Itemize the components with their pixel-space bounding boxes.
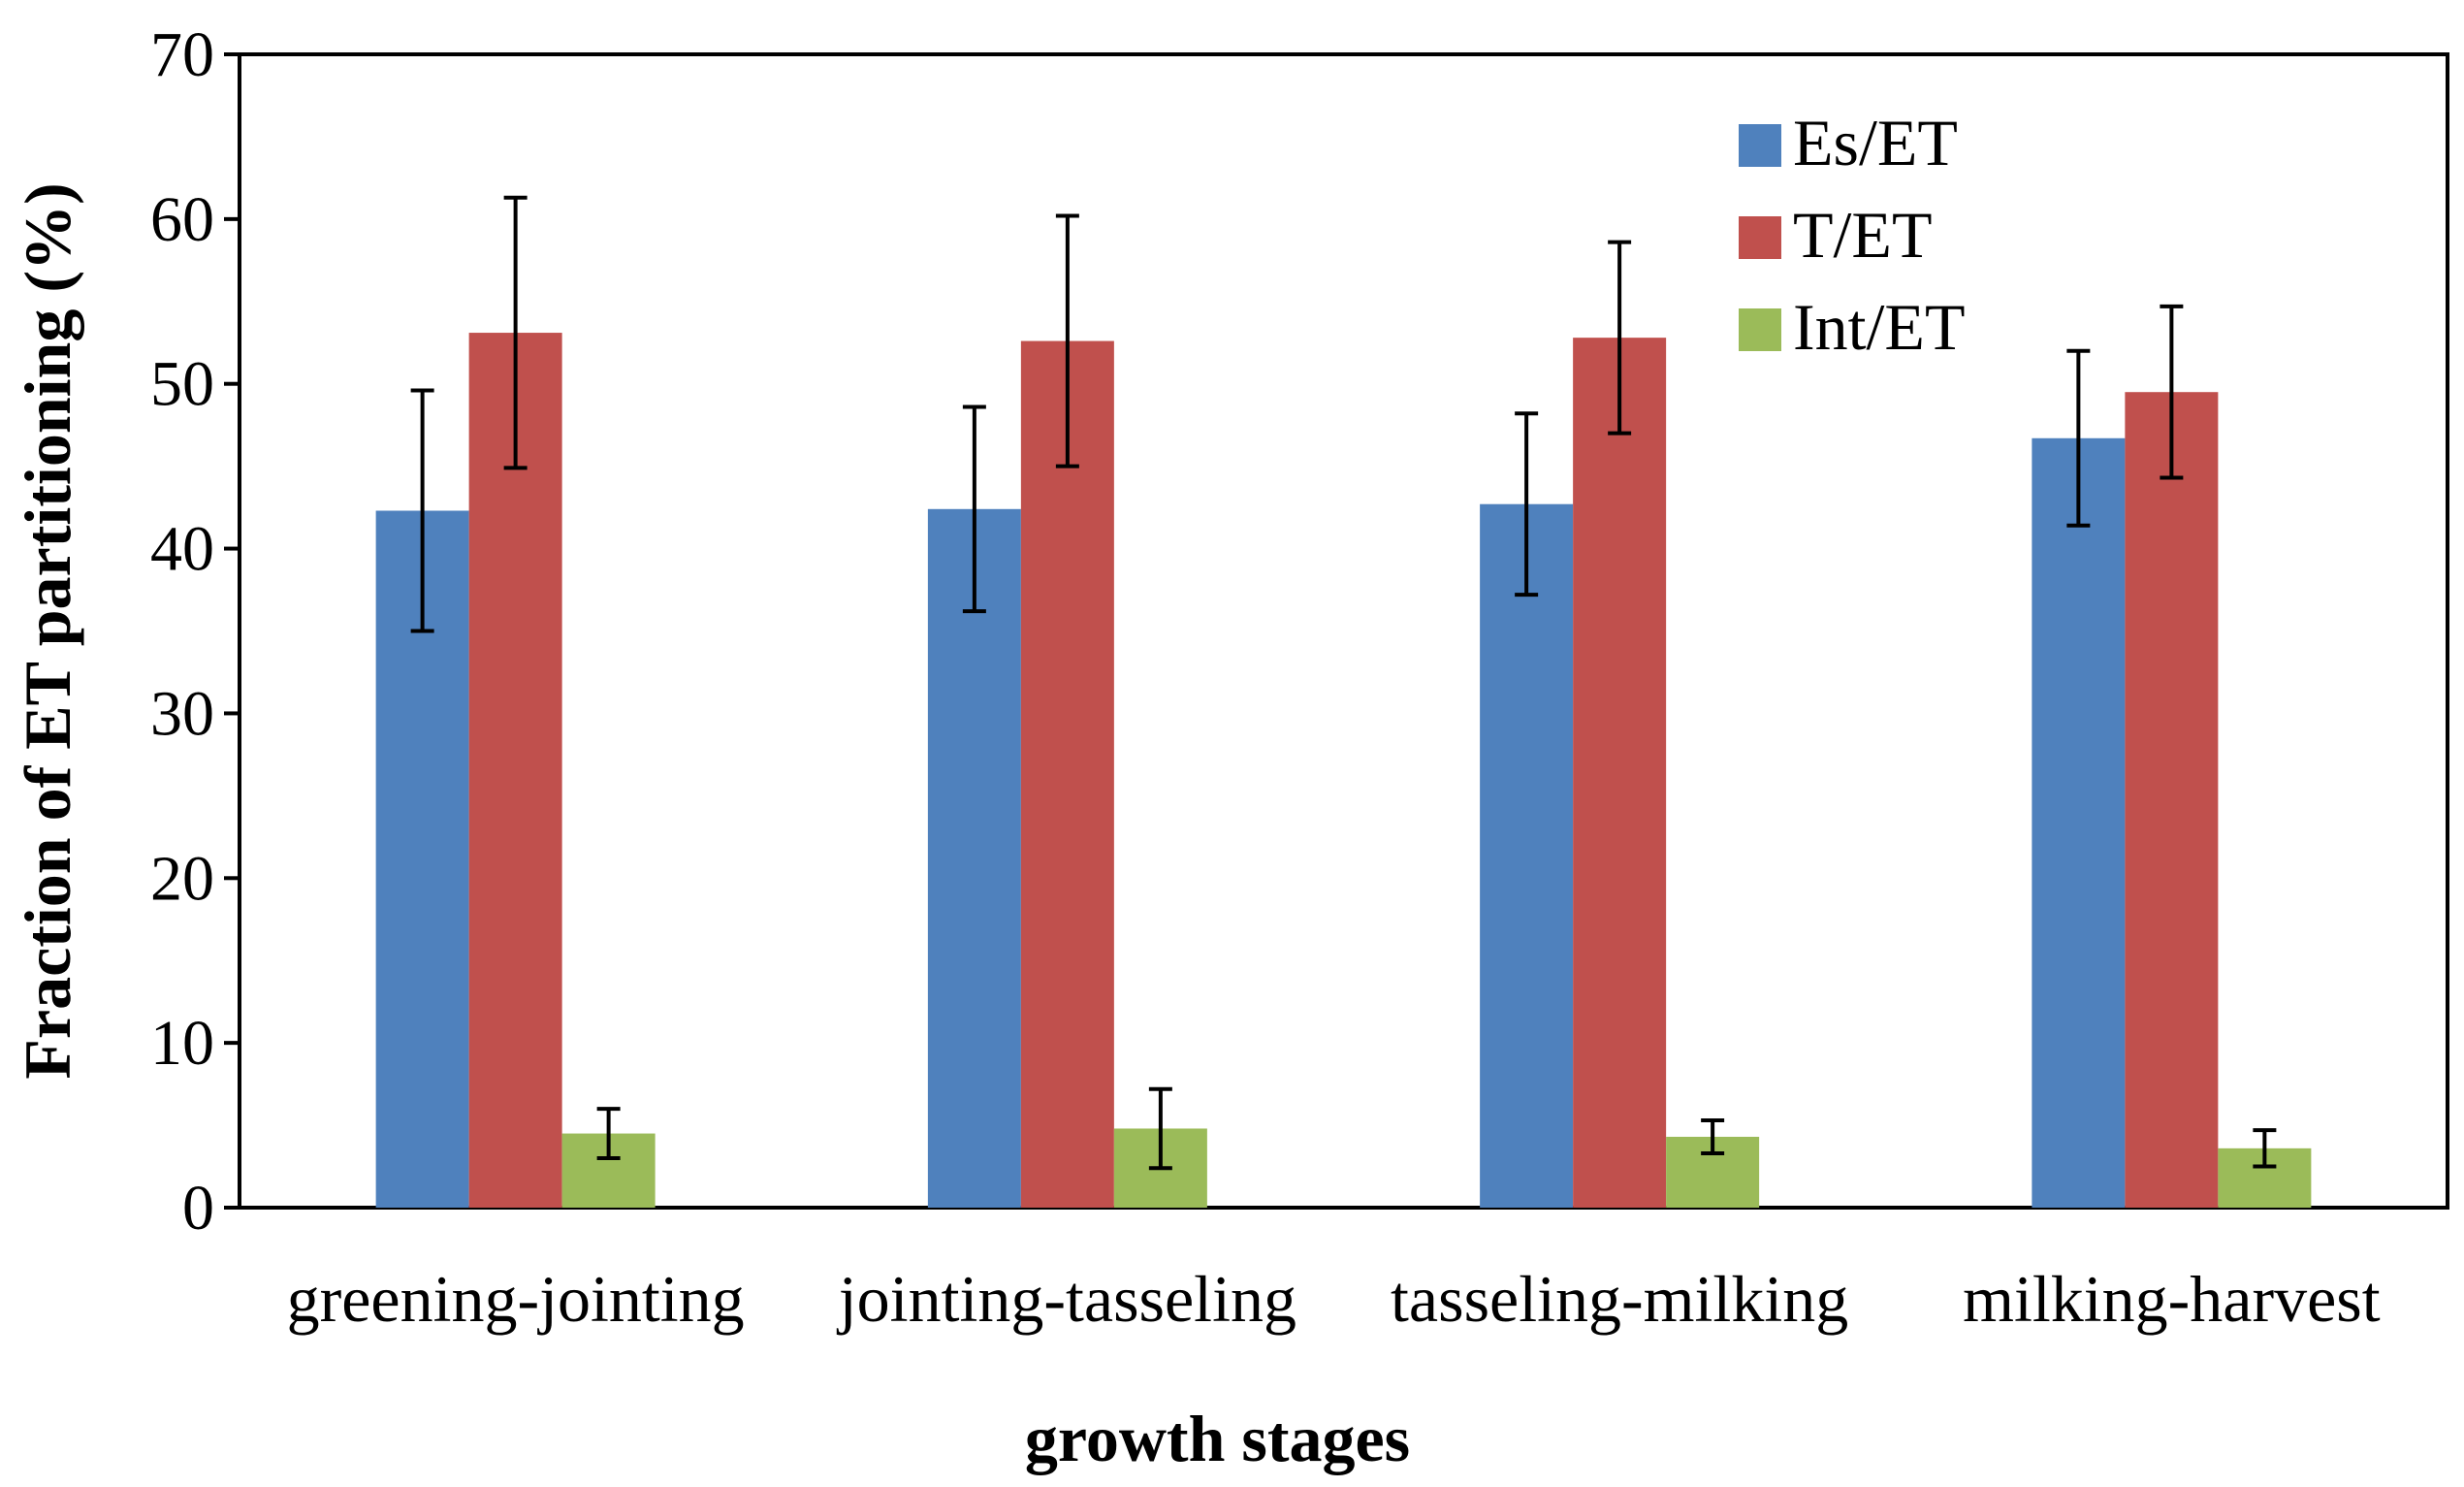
bar-t-et-2 (1020, 340, 1114, 1209)
bar-t-et-4 (2125, 392, 2219, 1208)
x-category-label: jointing-tasseling (837, 1262, 1296, 1336)
legend-swatch (1739, 308, 1781, 351)
bar-t-et-3 (1573, 338, 1667, 1208)
legend: Es/ET T/ET Int/ET (1739, 106, 1966, 364)
bar-es-et-4 (2032, 437, 2126, 1208)
y-tick-label: 10 (150, 1008, 214, 1079)
x-category-label: milking-harvest (1963, 1262, 2381, 1336)
y-tick-label: 20 (150, 843, 214, 914)
legend-label: Int/ET (1793, 290, 1966, 364)
y-tick-label: 70 (150, 19, 214, 90)
y-axis-ticks: 0 10 20 30 40 50 60 70 (150, 19, 240, 1244)
x-axis-title: growth stages (1025, 1402, 1410, 1475)
y-tick-label: 30 (150, 678, 214, 749)
x-category-label: tasseling-milking (1391, 1262, 1848, 1336)
bars (375, 333, 2312, 1209)
y-tick-label: 0 (182, 1173, 214, 1244)
x-axis-category-labels: greening-jointing jointing-tasseling tasse… (287, 1262, 2381, 1336)
bar-es-et-3 (1480, 503, 1574, 1208)
error-bars (410, 195, 2277, 1171)
plot-frame (238, 52, 2449, 1210)
y-tick-label: 60 (150, 184, 214, 255)
y-axis-title: Fraction of ET partitioning (%) (11, 182, 84, 1079)
bar-es-et-2 (927, 508, 1021, 1208)
legend-swatch (1739, 124, 1781, 167)
bar-t-et-1 (468, 333, 562, 1208)
y-tick-label: 50 (150, 349, 214, 420)
legend-label: T/ET (1793, 198, 1933, 272)
legend-swatch (1739, 216, 1781, 259)
y-tick-label: 40 (150, 514, 214, 585)
x-category-label: greening-jointing (287, 1262, 745, 1336)
legend-label: Es/ET (1793, 106, 1958, 179)
